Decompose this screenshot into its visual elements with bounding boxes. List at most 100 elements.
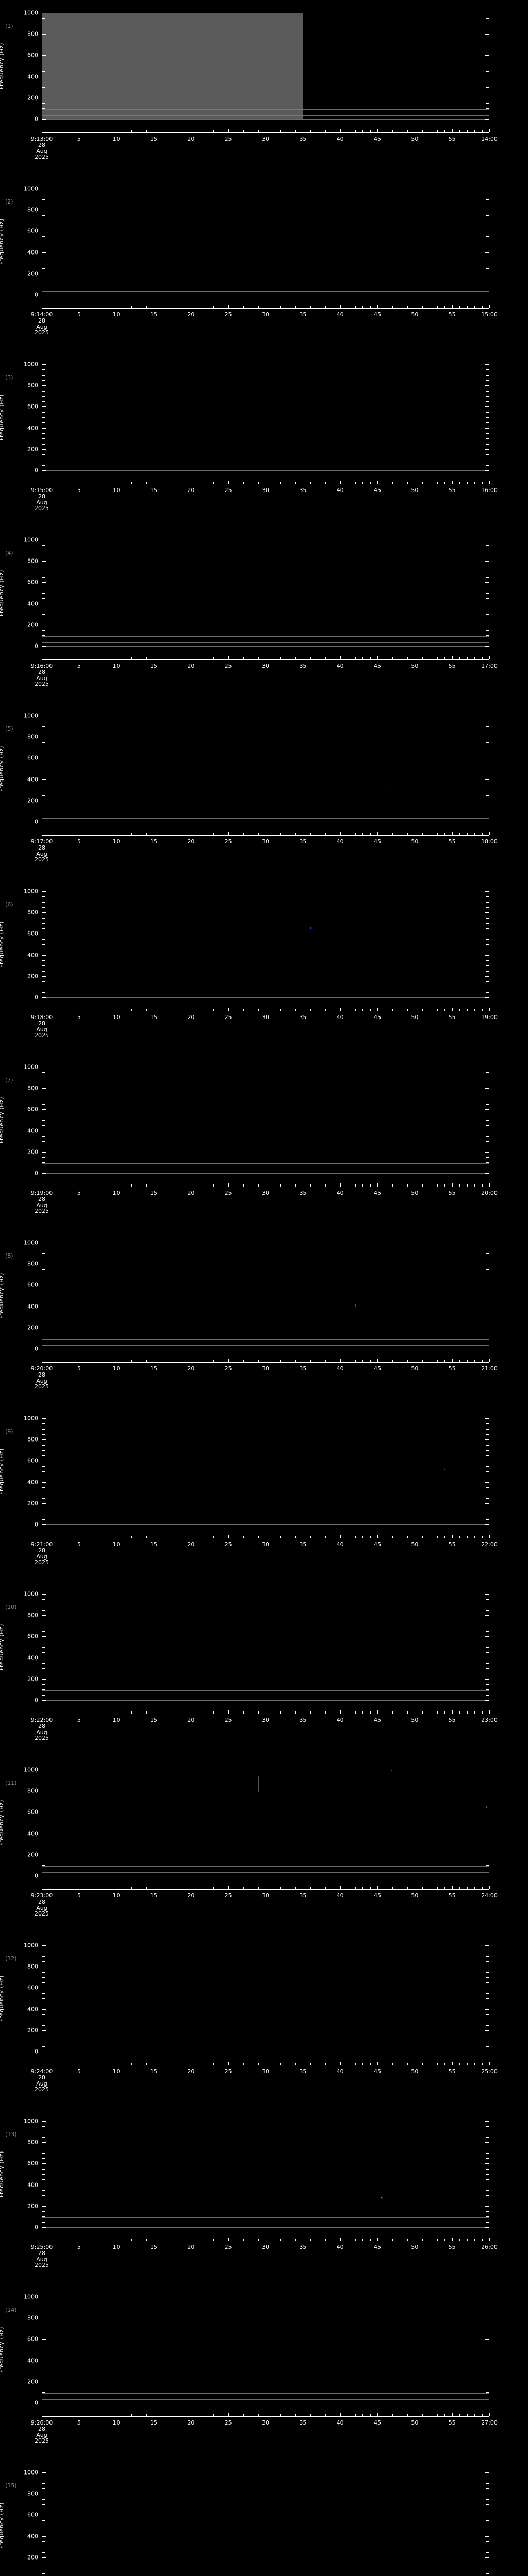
x-axis-date-label: 28 Aug 2025 [11, 142, 73, 160]
x-axis-tick-labels: 9:14:00 5 10 15 20 25 30 35 40 45 50 55 15:00 [31, 312, 498, 319]
x-tick-label: 45 [374, 663, 381, 669]
y-tick-mark [42, 2339, 46, 2340]
x-tick-mark [340, 2062, 341, 2065]
x-tick-mark [467, 657, 468, 659]
y-tick-mark-right [486, 465, 489, 466]
y-tick-mark-right [486, 236, 489, 237]
plot-panel: (6) Frequency (Hz) 1000 800 600 400 200 0 9:18:0… [0, 878, 528, 1054]
y-tick-mark [42, 438, 45, 439]
x-tick-mark [370, 1536, 371, 1538]
date-line: Aug [36, 2080, 47, 2087]
y-tick-mark [42, 2163, 46, 2164]
y-tick-mark-right [486, 1434, 489, 1435]
x-tick-label: 50 [411, 663, 419, 669]
y-tick-mark-right [485, 1524, 489, 1525]
y-tick-mark [42, 923, 45, 924]
x-tick-label: 15 [150, 487, 157, 494]
x-tick-mark [325, 657, 326, 659]
y-tick-mark [42, 1636, 46, 1637]
x-tick-mark [444, 833, 446, 835]
y-tick-mark [42, 1157, 45, 1158]
date-line: 28 [38, 2426, 45, 2432]
y-tick-mark-right [485, 470, 489, 471]
x-tick-label: 25 [224, 2244, 232, 2250]
x-tick-mark [459, 306, 460, 308]
detection-trace [486, 1806, 487, 1808]
x-tick-label: 15 [150, 2068, 157, 2075]
x-tick-label: 45 [374, 135, 381, 142]
x-tick-mark [444, 657, 446, 659]
x-tick-mark [258, 657, 259, 659]
x-tick-label: 10 [112, 1014, 120, 1021]
x-tick-mark [280, 1360, 281, 1362]
y-tick-mark [42, 1647, 45, 1648]
y-tick-mark-right [486, 1423, 489, 1425]
y-tick-label: 1000 [24, 888, 38, 895]
x-tick-label: 20 [187, 2068, 195, 2075]
horizontal-gridline [42, 1345, 489, 1346]
x-axis-line [42, 305, 490, 309]
x-tick-label: 20 [187, 838, 195, 845]
y-tick-label: 400 [27, 952, 38, 959]
y-axis-tick-labels: 1000 800 600 400 200 0 [0, 10, 40, 123]
y-tick-mark [42, 2552, 45, 2553]
x-tick-mark [362, 657, 364, 659]
y-tick-mark [42, 449, 46, 450]
x-tick-mark [258, 306, 259, 308]
x-end-time-label: 14:00 [481, 135, 498, 142]
x-tick-label: 45 [374, 1541, 381, 1548]
y-tick-mark [42, 1429, 45, 1430]
x-axis-date-label: 28 Aug 2025 [11, 669, 73, 687]
y-tick-mark [42, 1104, 45, 1105]
horizontal-gridline [42, 2227, 489, 2228]
y-tick-mark-right [485, 1700, 489, 1701]
y-tick-mark-right [485, 1109, 489, 1110]
x-tick-mark [392, 1184, 393, 1187]
x-tick-mark [474, 130, 475, 132]
y-tick-label: 800 [27, 733, 38, 740]
x-tick-mark [377, 1710, 378, 1714]
y-tick-mark-right [485, 1173, 489, 1174]
x-tick-label: 30 [262, 487, 269, 494]
x-axis-tick-labels: 9:15:00 5 10 15 20 25 30 35 40 45 50 55 16:00 [31, 487, 498, 495]
x-tick-label: 20 [187, 1717, 195, 1723]
x-tick-mark [437, 2414, 438, 2416]
horizontal-gridline [42, 119, 489, 120]
x-tick-label: 15 [150, 838, 157, 845]
y-tick-mark-right [486, 199, 489, 200]
x-tick-mark [444, 2414, 446, 2416]
date-line: Aug [36, 1728, 47, 1736]
y-tick-label: 0 [35, 115, 38, 123]
y-tick-label: 1000 [24, 1942, 38, 1949]
y-tick-mark-right [486, 2552, 489, 2553]
x-tick-mark [340, 656, 341, 659]
y-tick-mark [42, 561, 46, 562]
x-tick-label: 20 [187, 1892, 195, 1899]
date-line: Aug [36, 1904, 47, 1911]
x-tick-mark [482, 657, 483, 659]
x-tick-mark [474, 2239, 475, 2241]
y-tick-mark-right [486, 433, 489, 434]
y-tick-mark-right [486, 896, 489, 897]
x-tick-mark [482, 482, 483, 484]
x-tick-mark [295, 130, 296, 132]
y-tick-mark-right [486, 103, 489, 104]
x-tick-mark [355, 1009, 356, 1011]
y-tick-mark-right [486, 593, 489, 594]
x-tick-label: 55 [448, 663, 456, 669]
x-tick-mark [258, 1887, 259, 1889]
y-tick-mark [42, 199, 45, 200]
x-tick-mark [213, 1009, 214, 1011]
x-tick-mark [444, 1536, 446, 1538]
y-tick-mark [42, 1652, 45, 1653]
x-tick-mark [407, 1009, 408, 1011]
x-tick-mark [444, 1184, 446, 1187]
x-tick-mark [377, 305, 378, 308]
y-tick-mark [42, 2190, 45, 2191]
y-tick-mark-right [485, 119, 489, 120]
plot-panel: (14) Frequency (Hz) 1000 800 600 400 200 0 9:26:… [0, 2284, 528, 2460]
x-tick-mark [340, 1183, 341, 1187]
y-tick-label: 200 [27, 973, 38, 980]
horizontal-gridline [42, 636, 489, 637]
y-tick-mark [42, 391, 45, 392]
